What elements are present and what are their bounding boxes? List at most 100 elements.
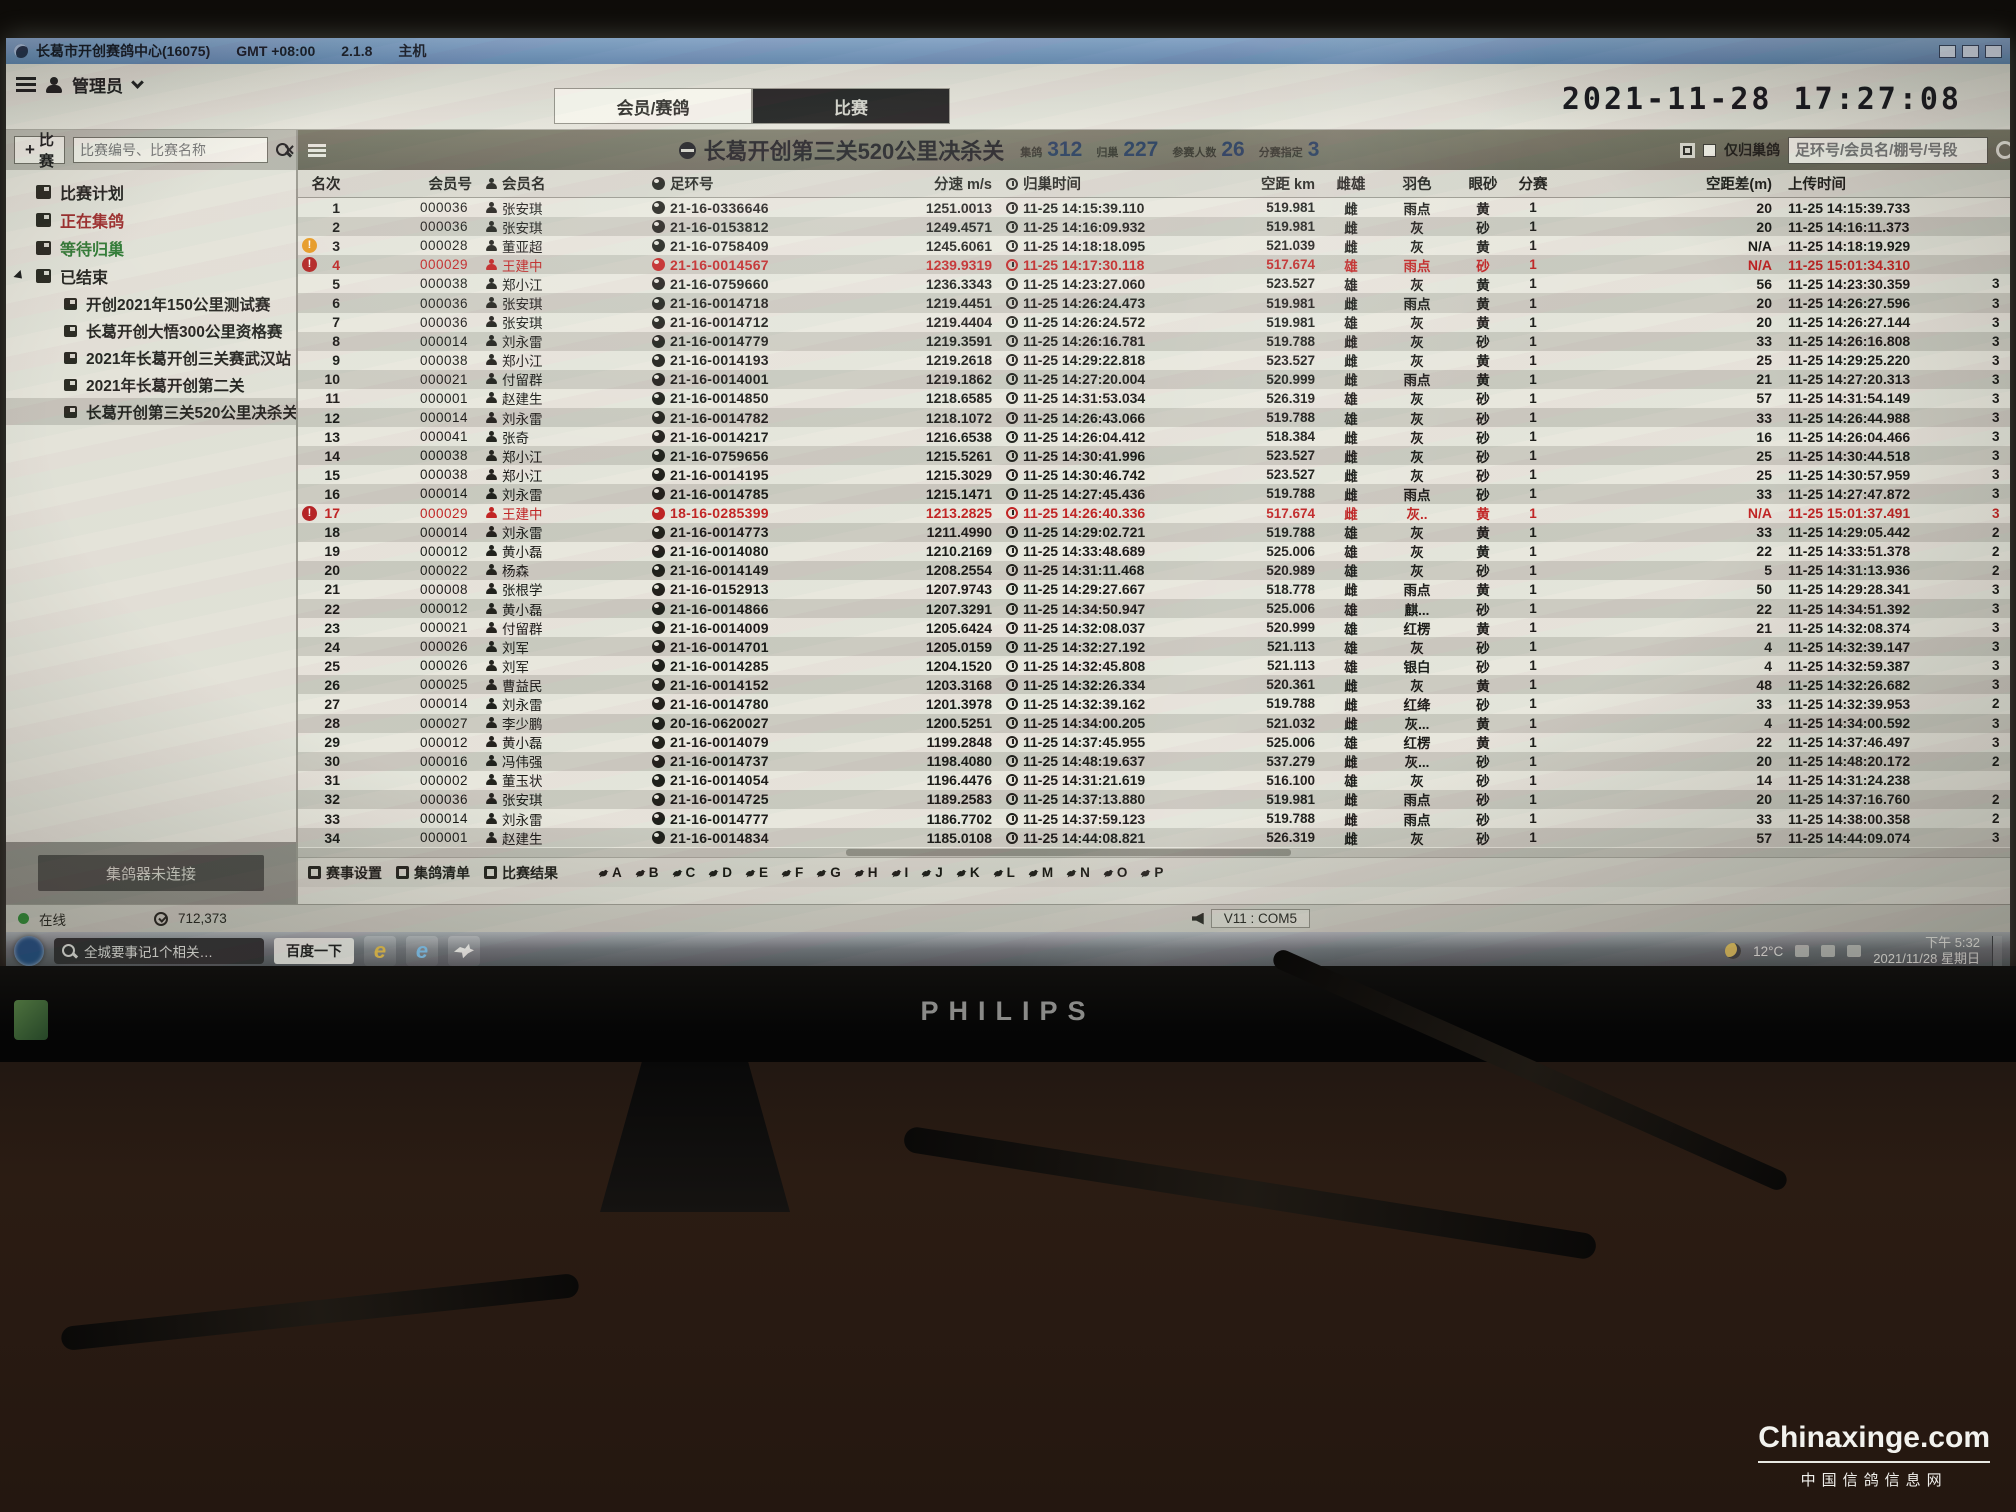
sidebar-tree-item[interactable]: 正在集鸽 <box>6 206 296 234</box>
table-row[interactable]: ! 32 000036 张安琪 21-16-0014725 1189.2583 <box>298 789 2010 809</box>
table-row[interactable]: ! 14 000038 郑小江 21-16-0759656 1215.5261 <box>298 446 2010 466</box>
col-member-name[interactable]: 会员名 <box>472 173 622 194</box>
table-row[interactable]: ! 5 000038 郑小江 21-16-0759660 1236.3343 <box>298 274 2010 293</box>
table-row[interactable]: ! 25 000026 刘军 21-16-0014285 1204.1520 <box>298 656 2010 675</box>
loft-letter-button[interactable]: H <box>848 864 883 881</box>
loft-letter-button[interactable]: N <box>1060 864 1095 881</box>
baidu-search-button[interactable]: 百度一下 <box>274 938 354 964</box>
table-row[interactable]: ! 31 000002 董玉状 21-16-0014054 1196.4476 <box>298 771 2010 790</box>
sidebar-race-item[interactable]: 开创2021年150公里测试赛 <box>6 290 296 317</box>
col-ring[interactable]: 足环号 <box>622 173 857 194</box>
ie-blue-icon[interactable]: e <box>406 936 438 966</box>
loft-letter-button[interactable]: A <box>592 864 627 881</box>
table-row[interactable]: ! 20 000022 杨森 21-16-0014149 1208.2554 <box>298 560 2010 580</box>
col-speed[interactable]: 分速 m/s <box>933 177 992 193</box>
table-row[interactable]: ! 21 000008 张根学 21-16-0152913 1207.9743 <box>298 580 2010 599</box>
sidebar-tree-item[interactable]: 比赛计划 <box>6 178 296 206</box>
user-menu[interactable]: 管理员 <box>72 77 123 96</box>
start-button[interactable] <box>14 936 44 966</box>
col-arrival[interactable]: 归巢时间 <box>992 173 1217 194</box>
tab-race[interactable]: 比赛 <box>752 88 950 124</box>
table-row[interactable]: ! 23 000021 付留群 21-16-0014009 1205.6424 <box>298 618 2010 637</box>
table-row[interactable]: ! 12 000014 刘永雷 21-16-0014782 1218.1072 <box>298 408 2010 428</box>
pigeon-filter-input[interactable] <box>1787 136 1988 164</box>
refresh-icon[interactable] <box>1995 141 2010 159</box>
expand-caret-icon[interactable] <box>13 269 26 283</box>
table-row[interactable]: ! 26 000025 曹益民 21-16-0014152 1203.3168 <box>298 675 2010 695</box>
bird-app-icon[interactable] <box>448 936 480 966</box>
loft-letter-button[interactable]: B <box>629 864 664 881</box>
chevron-down-icon[interactable] <box>131 76 144 89</box>
race-hamburger-icon[interactable] <box>308 143 326 147</box>
loft-letter-button[interactable]: F <box>775 864 808 881</box>
table-row[interactable]: ! 33 000014 刘永雷 21-16-0014777 1186.7702 <box>298 809 2010 828</box>
col-dist-diff[interactable]: 空距差(m) <box>1705 177 1772 193</box>
loft-letter-button[interactable]: G <box>810 864 846 881</box>
close-button[interactable] <box>1985 44 2002 58</box>
table-row[interactable]: ! 16 000014 刘永雷 21-16-0014785 1215.1471 <box>298 484 2010 504</box>
col-distance[interactable]: 空距 km <box>1261 177 1315 193</box>
loft-letter-button[interactable]: I <box>885 864 914 881</box>
toolbar-button[interactable]: 集鸽清单 <box>396 863 470 883</box>
table-row[interactable]: ! 8 000014 刘永雷 21-16-0014779 1219.3591 <box>298 331 2010 351</box>
horizontal-scrollbar[interactable] <box>298 848 2010 857</box>
table-row[interactable]: ! 2 000036 张安琪 21-16-0153812 1249.4571 <box>298 217 2010 237</box>
table-row[interactable]: ! 27 000014 刘永雷 21-16-0014780 1201.3978 <box>298 694 2010 713</box>
table-row[interactable]: ! 6 000036 张安琪 21-16-0014718 1219.4451 <box>298 293 2010 313</box>
col-group[interactable]: 分赛 <box>1518 177 1548 193</box>
menu-hamburger-icon[interactable] <box>16 77 36 80</box>
loft-letter-button[interactable]: D <box>702 864 737 881</box>
table-row[interactable]: ! 4 000029 王建中 21-16-0014567 1239.9319 <box>298 255 2010 275</box>
table-row[interactable]: ! 30 000016 冯伟强 21-16-0014737 1198.4080 <box>298 751 2010 771</box>
loft-letter-button[interactable]: C <box>666 864 701 881</box>
col-feather[interactable]: 羽色 <box>1402 177 1432 193</box>
taskbar-search[interactable]: 全城要事记1个相关… <box>54 938 264 964</box>
show-desktop-button[interactable] <box>1992 936 2002 966</box>
table-row[interactable]: ! 28 000027 李少鹏 20-16-0620027 1200.5251 <box>298 713 2010 733</box>
col-eye[interactable]: 眼砂 <box>1468 177 1498 193</box>
clear-search-icon[interactable]: × <box>283 140 295 160</box>
tray-icon[interactable] <box>1821 945 1836 957</box>
tray-icon[interactable] <box>1847 945 1862 957</box>
col-member-no[interactable]: 会员号 <box>428 177 473 193</box>
add-race-button[interactable]: + 比赛 <box>14 132 65 170</box>
toolbar-button[interactable]: 比赛结果 <box>484 863 558 883</box>
loft-letter-button[interactable]: K <box>950 864 985 881</box>
sidebar-race-item[interactable]: 2021年长葛开创第二关 <box>6 371 296 398</box>
table-row[interactable]: ! 11 000001 赵建生 21-16-0014850 1218.6585 <box>298 389 2010 408</box>
table-row[interactable]: ! 13 000041 张奇 21-16-0014217 1216.6538 <box>298 427 2010 446</box>
race-search-input[interactable] <box>72 137 268 163</box>
scrollbar-thumb[interactable] <box>845 849 1291 856</box>
col-sex[interactable]: 雌雄 <box>1336 177 1366 193</box>
sidebar-race-item[interactable]: 2021年长葛开创三关赛武汉站 <box>6 344 296 371</box>
loft-letter-button[interactable]: M <box>1022 864 1058 881</box>
table-row[interactable]: ! 34 000001 赵建生 21-16-0014834 1185.0108 <box>298 828 2010 848</box>
table-row[interactable]: ! 22 000012 黄小磊 21-16-0014866 1207.3291 <box>298 598 2010 619</box>
col-rank[interactable]: 名次 <box>311 177 341 193</box>
table-row[interactable]: ! 9 000038 郑小江 21-16-0014193 1219.2618 <box>298 351 2010 370</box>
table-row[interactable]: ! 15 000038 郑小江 21-16-0014195 1215.3029 <box>298 465 2010 484</box>
sidebar-race-item[interactable]: 长葛开创大悟300公里资格赛 <box>6 317 296 344</box>
toolbar-button[interactable]: 赛事设置 <box>308 863 382 883</box>
table-row[interactable]: ! 17 000029 王建中 18-16-0285399 1213.2825 <box>298 504 2010 523</box>
taskbar-clock[interactable]: 下午 5:32 2021/11/28 星期日 <box>1873 934 1980 966</box>
loft-letter-button[interactable]: J <box>915 864 948 881</box>
table-row[interactable]: ! 10 000021 付留群 21-16-0014001 1219.1862 <box>298 369 2010 389</box>
table-row[interactable]: ! 19 000012 黄小磊 21-16-0014080 1210.2169 <box>298 542 2010 561</box>
loft-letter-button[interactable]: E <box>739 864 773 881</box>
loft-letter-button[interactable]: P <box>1134 864 1168 881</box>
sidebar-tree-item[interactable]: 等待归巢 <box>6 234 296 262</box>
table-row[interactable]: ! 24 000026 刘军 21-16-0014701 1205.0159 <box>298 637 2010 657</box>
only-homed-checkbox[interactable] <box>1702 143 1716 157</box>
minimize-button[interactable] <box>1939 44 1956 58</box>
tray-icon[interactable] <box>1795 945 1810 957</box>
table-row[interactable]: ! 1 000036 张安琪 21-16-0336646 1251.0013 <box>298 198 2010 217</box>
col-upload[interactable]: 上传时间 <box>1788 177 1846 193</box>
sidebar-race-item[interactable]: 长葛开创第三关520公里决杀关 <box>6 398 296 425</box>
sidebar-tree-item[interactable]: 已结束 <box>6 262 296 290</box>
table-row[interactable]: ! 29 000012 黄小磊 21-16-0014079 1199.2848 <box>298 733 2010 752</box>
maximize-button[interactable] <box>1962 44 1979 58</box>
loft-letter-button[interactable]: O <box>1097 864 1133 881</box>
table-row[interactable]: ! 18 000014 刘永雷 21-16-0014773 1211.4990 <box>298 522 2010 542</box>
table-row[interactable]: ! 7 000036 张安琪 21-16-0014712 1219.4404 <box>298 313 2010 332</box>
